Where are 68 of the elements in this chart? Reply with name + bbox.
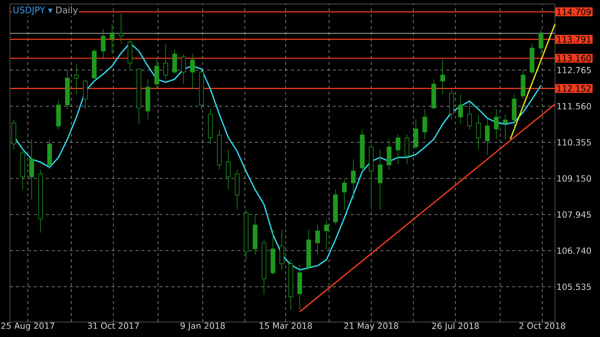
chart-subtitle: Daily: [56, 6, 78, 16]
candlestick: [280, 229, 284, 270]
x-tick-label: 31 Oct 2017: [88, 322, 139, 329]
ref-line-label: 112.152: [557, 85, 591, 92]
y-tick-label: 110.355: [557, 139, 591, 146]
chart-title: USDJPY ▾: [13, 6, 52, 15]
x-tick-label: 2 Oct 2018: [519, 322, 566, 329]
candlestick: [530, 44, 534, 74]
x-tick-label: 26 Jul 2018: [432, 322, 479, 331]
candlestick: [396, 134, 400, 165]
candlestick: [458, 94, 463, 124]
candlestick: [467, 99, 472, 130]
candlestick: [56, 99, 61, 130]
candlestick: [20, 149, 26, 190]
candlestick: [181, 54, 186, 84]
candlestick: [520, 68, 526, 100]
candlestick: [368, 144, 374, 210]
candlestick: [146, 78, 150, 120]
candlestick: [47, 138, 52, 170]
candlestick: [414, 119, 418, 150]
candlestick: [252, 214, 258, 255]
candlestick: [297, 264, 302, 310]
candlestick: [502, 114, 508, 140]
candlestick: [449, 88, 454, 120]
candlestick: [82, 78, 88, 110]
candlestick: [315, 224, 320, 255]
x-tick-label: 21 May 2018: [344, 322, 398, 331]
y-tick-label: 109.150: [557, 175, 591, 182]
candlestick: [350, 158, 356, 200]
candlestick: [538, 28, 544, 54]
candlestick: [29, 138, 34, 200]
candlestick: [11, 119, 16, 150]
y-tick-label: 106.740: [557, 247, 591, 254]
y-tick-label: 105.535: [557, 284, 591, 290]
candlestick: [494, 108, 499, 140]
candlestick: [100, 28, 106, 60]
candlestick: [74, 64, 79, 95]
candlestick: [270, 229, 276, 275]
candlestick: [485, 119, 490, 155]
candlestick: [234, 169, 240, 210]
candlestick: [110, 24, 114, 54]
x-tick-label: 9 Jan 2018: [180, 322, 225, 331]
candlestick: [404, 134, 410, 165]
y-tick-label: 111.560: [557, 103, 591, 110]
candlestick: [476, 114, 481, 150]
x-tick-label: 15 Mar 2018: [260, 322, 312, 329]
candlestick: [190, 54, 195, 90]
candlestick: [378, 149, 382, 210]
x-tick-label: 25 Aug 2017: [1, 322, 54, 331]
candlestick: [172, 48, 177, 74]
candlestick: [431, 78, 436, 110]
candlestick: [386, 138, 392, 170]
candlestick: [422, 108, 428, 140]
ref-line-label: 113.791: [557, 36, 591, 43]
y-tick-label: 112.765: [557, 66, 591, 74]
candlestick: [342, 179, 347, 210]
candlestick: [440, 58, 446, 95]
candlestick: [208, 108, 213, 145]
candlestick: [163, 44, 168, 80]
y-tick-label: 107.945: [557, 211, 591, 218]
candlestick: [226, 149, 231, 190]
ref-line-label: 113.160: [557, 55, 591, 62]
candlestick: [512, 94, 517, 130]
candlestick: [324, 219, 329, 250]
candlestick: [118, 12, 124, 44]
ref-line-label: 114.709: [557, 8, 591, 16]
candlestick: [154, 58, 160, 90]
candlestick: [128, 38, 132, 70]
